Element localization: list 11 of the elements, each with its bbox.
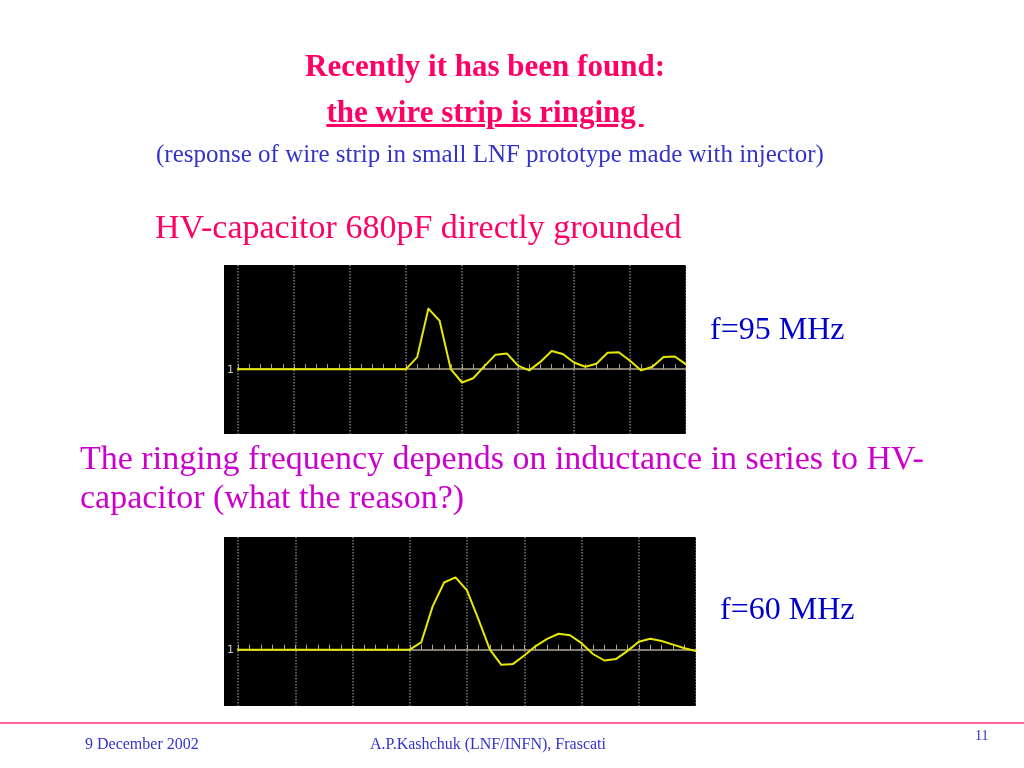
text: (response of wire strip in small LNF prototype made with injector) — [155, 140, 825, 169]
text: A.P.Kashchuk (LNF/INFN), Frascati — [370, 735, 606, 754]
text: f=60 MHz — [720, 590, 855, 627]
text: 11 — [975, 728, 989, 745]
text: f=95 MHz — [710, 310, 845, 347]
chart-title: Recently it has been found: — [304, 48, 666, 84]
chart-title: The ringing frequency depends on inductance in series to HV-capacitor (what the reason?) — [80, 438, 925, 517]
text: 1 — [227, 643, 234, 657]
text: HV-capacitor 680pF directly grounded — [155, 207, 682, 247]
text: 1 — [227, 362, 234, 376]
text: 9 December 2002 — [85, 735, 199, 754]
